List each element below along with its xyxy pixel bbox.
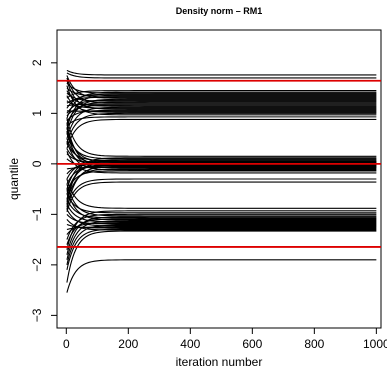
trajectory-line	[66, 178, 377, 209]
trajectory-line	[66, 228, 377, 271]
y-tick-label: −3	[30, 308, 44, 322]
trajectory-line	[66, 168, 377, 202]
trajectory-line	[66, 110, 377, 112]
series-layer	[66, 69, 377, 293]
y-tick-label: 1	[30, 110, 44, 117]
x-axis: 0 200 400 600 800 1000	[63, 328, 387, 351]
x-tick-label: 1000	[363, 337, 387, 351]
trajectory-line	[66, 112, 377, 144]
y-axis: −3 −2 −1 0 1 2	[30, 59, 57, 322]
chart-title: Density norm – RM1	[176, 6, 263, 16]
trajectory-line	[66, 75, 377, 99]
trajectory-line	[66, 130, 377, 169]
trajectory-line	[66, 82, 377, 94]
trajectory-line	[66, 198, 377, 219]
trajectory-line	[66, 101, 377, 124]
trajectory-line	[66, 72, 377, 79]
trajectory-line	[66, 188, 377, 221]
y-tick-label: −2	[30, 258, 44, 272]
trajectory-line	[66, 259, 377, 293]
trajectory-line	[66, 106, 377, 139]
trajectory-line	[66, 93, 377, 109]
trajectory-line	[66, 150, 377, 174]
trajectory-line	[66, 224, 377, 265]
trajectory-line	[66, 109, 377, 122]
trajectory-line	[66, 80, 377, 110]
reference-lines	[57, 79, 381, 248]
y-tick-label: −1	[30, 207, 44, 221]
trajectory-line	[66, 116, 377, 127]
trajectory-line	[66, 69, 377, 76]
trajectory-line	[66, 99, 377, 114]
x-tick-label: 600	[242, 337, 262, 351]
trajectory-line	[66, 85, 377, 116]
trajectory-line	[66, 118, 377, 157]
trajectory-line	[66, 95, 377, 113]
trajectory-line	[66, 77, 377, 104]
trajectory-line	[66, 94, 377, 129]
y-axis-label: quantile	[7, 158, 21, 200]
trajectory-line	[66, 210, 377, 250]
trajectory-line	[66, 193, 377, 214]
trajectory-line	[66, 213, 377, 225]
trajectory-line	[66, 98, 377, 134]
trajectory-line	[66, 223, 377, 229]
trajectory-line	[66, 178, 377, 207]
trajectory-line	[66, 170, 377, 192]
trajectory-line	[66, 140, 377, 171]
x-tick-label: 400	[180, 337, 200, 351]
trajectory-line	[66, 90, 377, 107]
trajectory-line	[66, 220, 377, 260]
trajectory-line	[66, 230, 377, 283]
trajectory-line	[66, 183, 377, 217]
trajectory-line	[66, 209, 377, 227]
trajectory-line	[66, 226, 377, 231]
trajectory-line	[66, 204, 377, 223]
trajectory-line	[66, 87, 377, 97]
plot-frame	[56, 29, 382, 329]
trajectory-line	[66, 213, 377, 240]
trajectory-line	[66, 128, 377, 163]
x-tick-label: 0	[63, 337, 70, 351]
x-tick-label: 800	[304, 337, 324, 351]
trajectory-line	[66, 133, 377, 160]
trajectory-line	[66, 218, 377, 245]
trajectory-line	[66, 92, 377, 102]
x-axis-label: iteration number	[176, 355, 263, 369]
y-tick-label: 2	[30, 59, 44, 66]
x-tick-label: 200	[118, 337, 138, 351]
trajectory-line	[66, 118, 377, 149]
y-tick-label: 0	[30, 160, 44, 167]
trajectory-line	[66, 181, 377, 212]
trajectory-line	[66, 219, 377, 231]
trajectory-line	[66, 216, 377, 255]
